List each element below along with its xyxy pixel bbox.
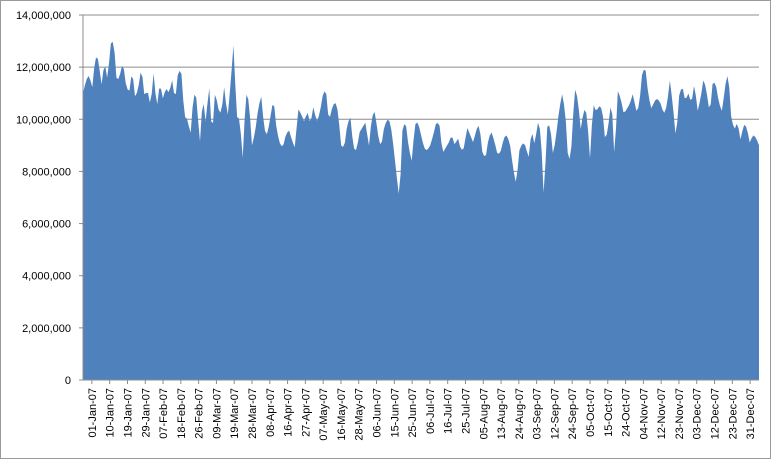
y-tick-label: 12,000,000 bbox=[16, 62, 71, 74]
x-tick-label: 25-Jul-07 bbox=[460, 388, 472, 434]
x-tick-label: 12-Sep-07 bbox=[549, 388, 561, 439]
x-tick-label: 15-Oct-07 bbox=[603, 388, 615, 437]
x-tick-label: 24-Oct-07 bbox=[621, 388, 633, 437]
x-tick-label: 29-Jan-07 bbox=[140, 388, 152, 438]
x-tick-label: 01-Jan-07 bbox=[87, 388, 99, 438]
x-tick-label: 19-Jan-07 bbox=[122, 388, 134, 438]
x-tick-label: 23-Dec-07 bbox=[727, 388, 739, 439]
x-tick-label: 08-Apr-07 bbox=[265, 388, 277, 437]
x-tick-label: 03-Dec-07 bbox=[692, 388, 704, 439]
x-tick-label: 31-Dec-07 bbox=[745, 388, 757, 439]
x-tick-label: 18-Feb-07 bbox=[176, 388, 188, 439]
x-tick-label: 15-Jun-07 bbox=[389, 388, 401, 438]
x-tick-label: 23-Nov-07 bbox=[674, 388, 686, 439]
x-tick-label: 28-May-07 bbox=[354, 388, 366, 441]
x-tick-label: 19-Mar-07 bbox=[229, 388, 241, 439]
x-tick-label: 16-May-07 bbox=[336, 388, 348, 441]
x-tick-label: 16-Apr-07 bbox=[283, 388, 295, 437]
x-tick-label: 03-Sep-07 bbox=[532, 388, 544, 439]
x-tick-label: 27-Apr-07 bbox=[300, 388, 312, 437]
x-tick-label: 06-Jul-07 bbox=[425, 388, 437, 434]
x-tick-label: 25-Jun-07 bbox=[407, 388, 419, 438]
x-tick-label: 07-Feb-07 bbox=[158, 388, 170, 439]
x-tick-label: 12-Nov-07 bbox=[656, 388, 668, 439]
series-area bbox=[83, 41, 759, 381]
x-tick-label: 13-Aug-07 bbox=[496, 388, 508, 439]
x-tick-label: 12-Dec-07 bbox=[710, 388, 722, 439]
y-tick-label: 14,000,000 bbox=[16, 10, 71, 22]
x-tick-label: 28-Mar-07 bbox=[247, 388, 259, 439]
y-tick-label: 8,000,000 bbox=[22, 166, 71, 178]
x-tick-label: 10-Jan-07 bbox=[105, 388, 117, 438]
y-tick-label: 6,000,000 bbox=[22, 219, 71, 231]
x-tick-label: 05-Oct-07 bbox=[585, 388, 597, 437]
x-tick-label: 07-May-07 bbox=[318, 388, 330, 441]
x-tick-label: 04-Nov-07 bbox=[638, 388, 650, 439]
x-tick-label: 24-Sep-07 bbox=[567, 388, 579, 439]
y-tick-label: 10,000,000 bbox=[16, 114, 71, 126]
y-tick-label: 4,000,000 bbox=[22, 271, 71, 283]
x-tick-label: 26-Feb-07 bbox=[194, 388, 206, 439]
y-tick-label: 2,000,000 bbox=[22, 323, 71, 335]
x-tick-label: 06-Jun-07 bbox=[372, 388, 384, 438]
x-tick-label: 16-Jul-07 bbox=[443, 388, 455, 434]
x-tick-label: 09-Mar-07 bbox=[211, 388, 223, 439]
y-tick-label: 0 bbox=[65, 375, 71, 387]
x-tick-label: 05-Aug-07 bbox=[478, 388, 490, 439]
x-tick-label: 24-Aug-07 bbox=[514, 388, 526, 439]
